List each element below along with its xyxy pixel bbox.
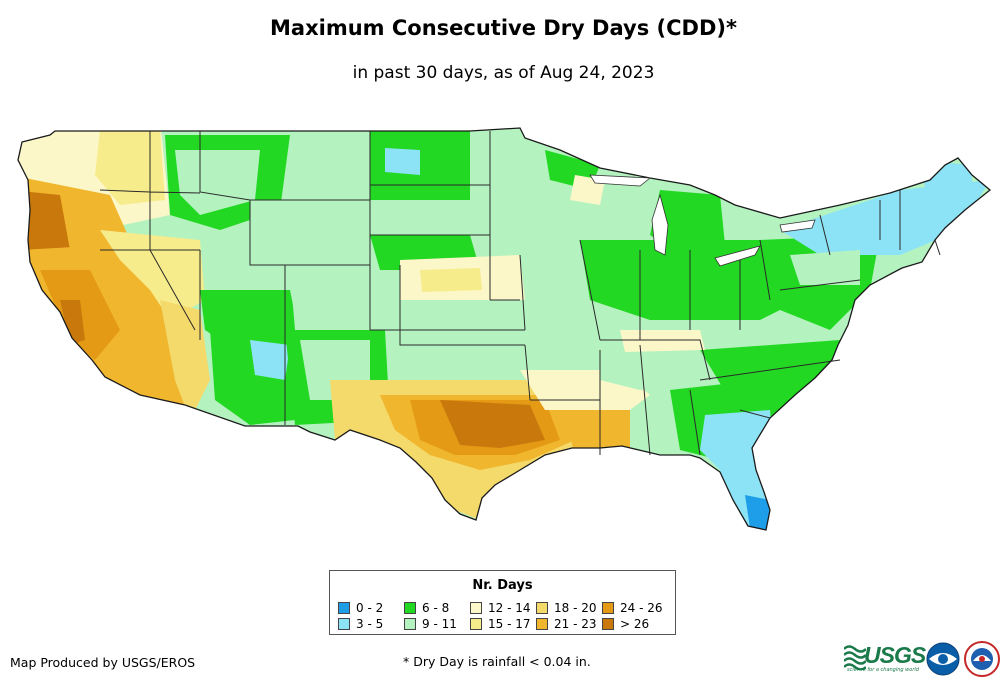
- legend-item: 0 - 2: [338, 600, 404, 616]
- legend-item: 3 - 5: [338, 616, 404, 632]
- nws-logo-icon: [964, 641, 1000, 677]
- legend-swatch: [536, 618, 548, 630]
- footnote: * Dry Day is rainfall < 0.04 in.: [403, 654, 591, 669]
- legend-swatch: [404, 618, 416, 630]
- legend-grid: 0 - 2 3 - 5 6 - 8 9 - 11 12 - 14 15 - 17…: [338, 600, 672, 632]
- map-subtitle: in past 30 days, as of Aug 24, 2023: [352, 63, 655, 83]
- legend-swatch: [602, 602, 614, 614]
- legend-swatch: [470, 618, 482, 630]
- legend-swatch: [338, 618, 350, 630]
- legend-item: 12 - 14: [470, 600, 536, 616]
- agency-logos: USGS science for a changing world: [842, 640, 1002, 680]
- lake-ontario: [779, 219, 816, 233]
- legend-item: 24 - 26: [602, 600, 672, 616]
- legend-swatch: [602, 618, 614, 630]
- legend-item: 9 - 11: [404, 616, 470, 632]
- noaa-logo-icon: [926, 642, 960, 676]
- legend-swatch: [536, 602, 548, 614]
- legend-box: Nr. Days 0 - 2 3 - 5 6 - 8 9 - 11 12 - 1…: [329, 570, 676, 635]
- legend-swatch: [338, 602, 350, 614]
- state-borders: [99, 131, 941, 456]
- lake-erie: [714, 245, 761, 267]
- lake-superior: [589, 174, 652, 187]
- map-credit: Map Produced by USGS/EROS: [10, 655, 196, 670]
- usgs-tagline: science for a changing world: [847, 667, 919, 673]
- legend-item: 6 - 8: [404, 600, 470, 616]
- legend-item: 15 - 17: [470, 616, 536, 632]
- legend-item: > 26: [602, 616, 672, 632]
- legend-swatch: [470, 602, 482, 614]
- lake-michigan: [651, 193, 669, 256]
- legend-item: 18 - 20: [536, 600, 602, 616]
- legend-title: Nr. Days: [472, 578, 533, 593]
- legend-item: 21 - 23: [536, 616, 602, 632]
- map-title: Maximum Consecutive Dry Days (CDD)*: [270, 16, 737, 40]
- legend-swatch: [404, 602, 416, 614]
- usgs-wave-icon: [844, 645, 866, 670]
- usgs-logo-text: USGS: [864, 642, 926, 668]
